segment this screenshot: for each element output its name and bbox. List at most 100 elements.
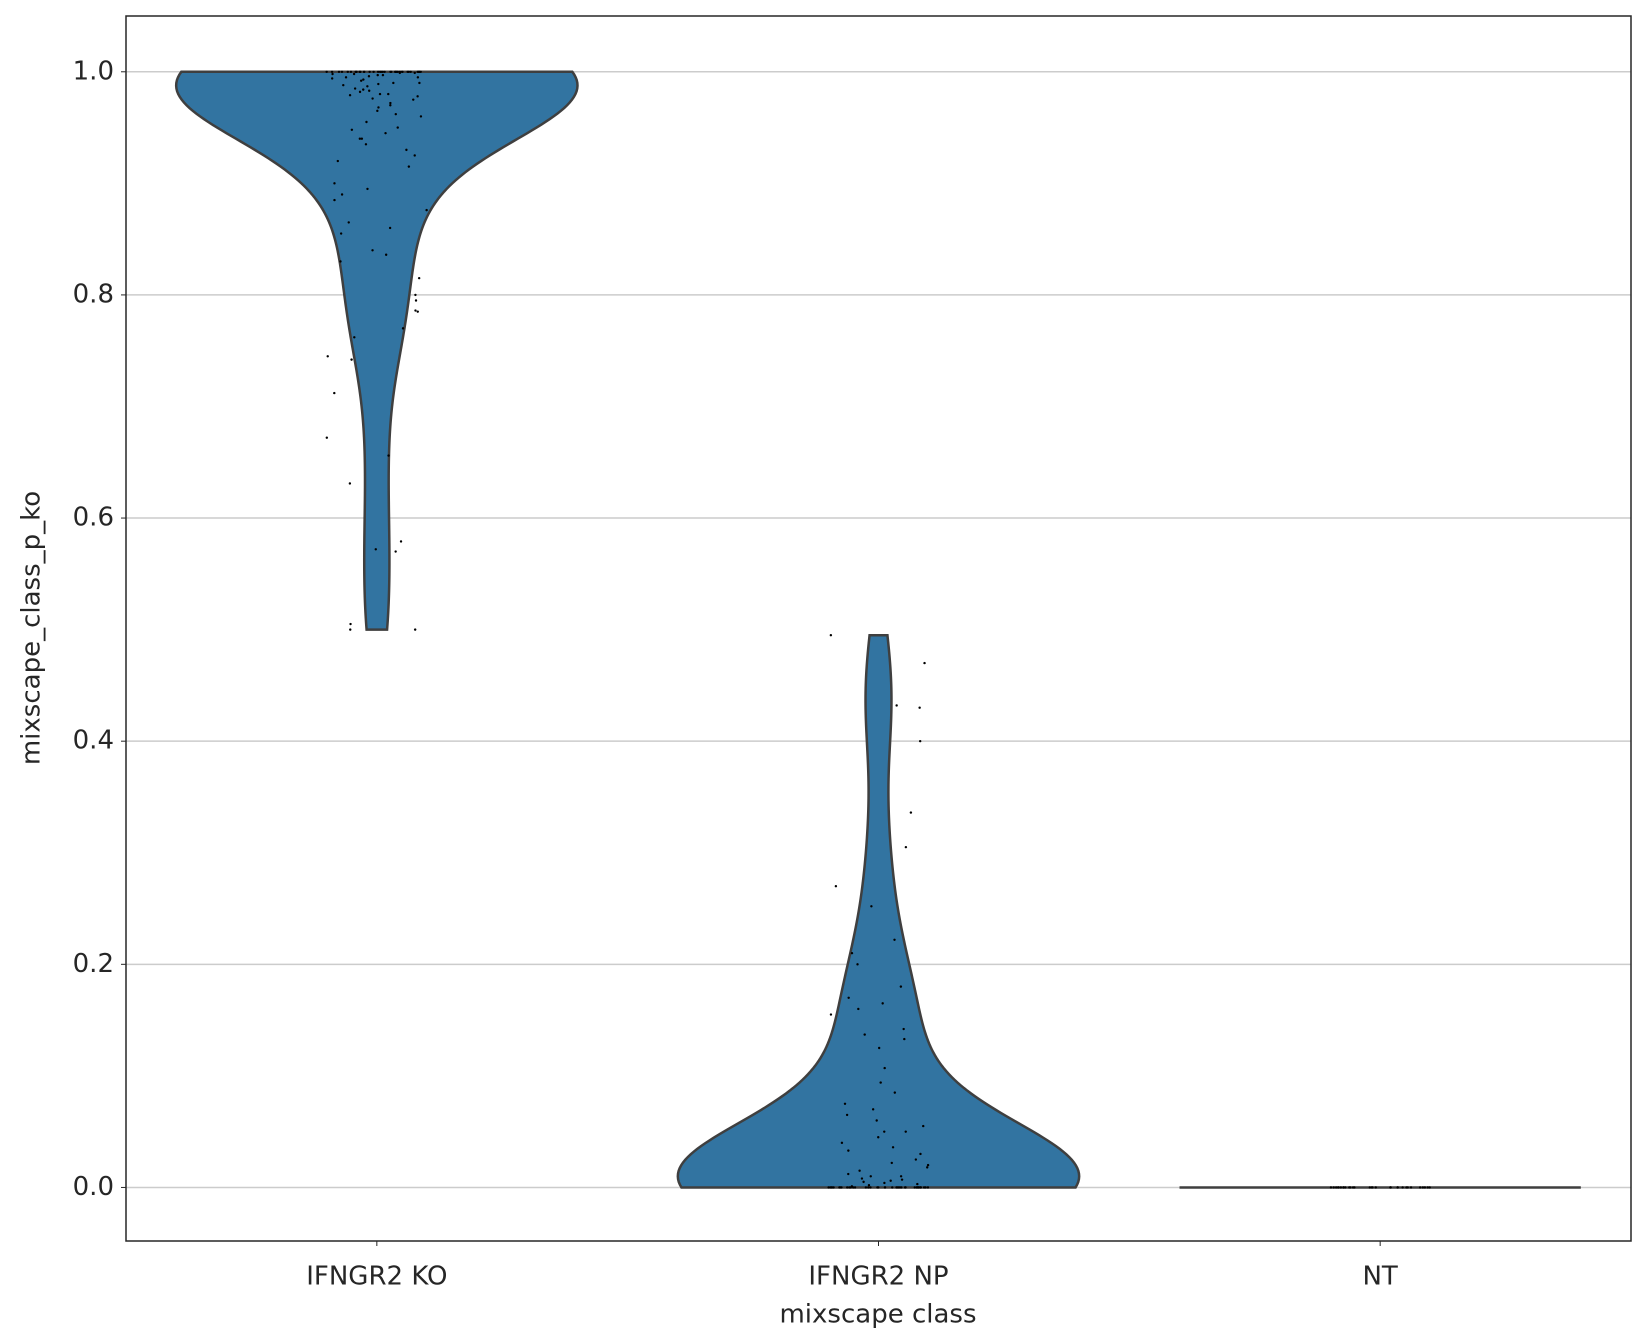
- point: [848, 1186, 851, 1189]
- point: [1418, 1186, 1422, 1189]
- point: [864, 1186, 868, 1189]
- point: [405, 148, 408, 152]
- point: [376, 70, 380, 73]
- point: [333, 182, 336, 185]
- point: [376, 73, 379, 77]
- point: [392, 81, 395, 85]
- point: [384, 253, 388, 256]
- point: [1334, 1186, 1338, 1189]
- x-tick-label: IFNGR2 NP: [808, 1262, 948, 1292]
- point: [388, 226, 392, 230]
- point: [899, 1175, 903, 1178]
- point: [869, 1175, 872, 1178]
- point: [355, 70, 358, 73]
- point: [840, 1186, 843, 1189]
- point: [381, 73, 385, 77]
- point: [895, 704, 898, 707]
- point: [401, 327, 405, 330]
- point: [1337, 1186, 1340, 1189]
- point: [413, 71, 416, 75]
- point: [417, 276, 421, 280]
- point: [374, 548, 377, 551]
- x-tick-label: IFNGR2 KO: [306, 1262, 447, 1292]
- point: [416, 310, 419, 313]
- point: [362, 78, 365, 81]
- point: [347, 221, 350, 224]
- point: [350, 128, 354, 131]
- point: [390, 70, 393, 73]
- point: [407, 165, 411, 168]
- point: [893, 1091, 897, 1094]
- point: [827, 1186, 830, 1189]
- point: [840, 1141, 844, 1145]
- point: [419, 70, 422, 73]
- point: [366, 85, 369, 88]
- point: [387, 454, 390, 457]
- point: [1406, 1186, 1409, 1189]
- point: [362, 70, 366, 73]
- point: [896, 1186, 899, 1189]
- point: [336, 159, 340, 163]
- point: [399, 540, 403, 543]
- point: [862, 1180, 865, 1184]
- point: [414, 309, 417, 312]
- point: [418, 81, 421, 85]
- y-tick-label: 0.6: [73, 503, 114, 533]
- point: [869, 1186, 872, 1189]
- point: [883, 1186, 887, 1189]
- point: [394, 70, 397, 73]
- y-axis-label: mixscape_class_p_ko: [17, 491, 47, 765]
- point: [368, 70, 371, 73]
- point: [847, 996, 850, 999]
- point: [381, 70, 384, 73]
- point: [858, 1169, 861, 1172]
- point: [1344, 1186, 1347, 1189]
- point: [847, 1149, 850, 1152]
- point: [401, 70, 404, 73]
- point: [883, 1066, 886, 1070]
- point: [919, 1186, 922, 1189]
- point: [349, 628, 352, 631]
- point: [881, 1002, 884, 1005]
- point: [337, 70, 341, 73]
- point: [1389, 1186, 1392, 1189]
- point: [416, 76, 420, 79]
- point: [867, 1184, 871, 1187]
- point: [340, 193, 344, 196]
- y-tick-label: 0.0: [73, 1172, 114, 1202]
- violin: [174, 70, 579, 631]
- point: [416, 70, 420, 73]
- point: [368, 89, 371, 92]
- point: [838, 1186, 841, 1189]
- point: [899, 985, 903, 988]
- point: [883, 1181, 886, 1185]
- point: [902, 1027, 905, 1031]
- point: [384, 131, 387, 135]
- point: [914, 1158, 918, 1161]
- point: [856, 963, 859, 966]
- point: [857, 1007, 860, 1011]
- point: [883, 1130, 886, 1133]
- plot-frame: [125, 15, 1632, 1242]
- point: [926, 1166, 929, 1169]
- point: [377, 106, 380, 109]
- point: [377, 82, 380, 86]
- point: [926, 1163, 930, 1167]
- point: [344, 76, 348, 79]
- point: [346, 70, 349, 73]
- point: [879, 1081, 882, 1084]
- point: [409, 70, 412, 73]
- point: [352, 72, 356, 76]
- point: [359, 79, 363, 82]
- point: [362, 88, 365, 91]
- point: [893, 938, 896, 941]
- point: [867, 1186, 870, 1189]
- point: [326, 355, 329, 358]
- point: [1332, 1186, 1335, 1189]
- y-tick-label: 1.0: [73, 56, 114, 86]
- point: [340, 70, 344, 73]
- point: [913, 1186, 916, 1189]
- point: [915, 1186, 919, 1189]
- point: [413, 154, 416, 157]
- point: [367, 75, 371, 78]
